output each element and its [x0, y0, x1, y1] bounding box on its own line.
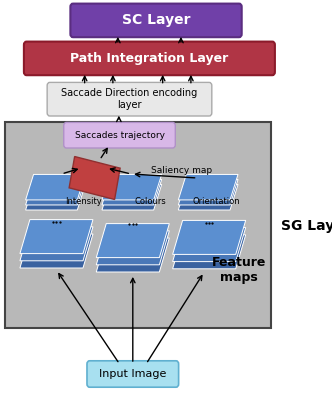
FancyBboxPatch shape: [24, 42, 275, 75]
Text: SC Layer: SC Layer: [122, 13, 190, 27]
Text: SG Layer: SG Layer: [281, 219, 332, 233]
Polygon shape: [178, 174, 238, 200]
FancyBboxPatch shape: [70, 4, 242, 37]
Polygon shape: [26, 180, 85, 205]
Text: Intensity: Intensity: [65, 197, 102, 206]
Polygon shape: [102, 184, 162, 210]
Polygon shape: [102, 180, 162, 205]
Text: Feature
maps: Feature maps: [212, 256, 266, 284]
Text: Colours: Colours: [134, 197, 166, 206]
Text: Saccade Direction encoding
layer: Saccade Direction encoding layer: [61, 88, 198, 110]
Polygon shape: [26, 184, 85, 210]
Polygon shape: [173, 228, 246, 262]
Polygon shape: [102, 174, 162, 200]
Bar: [5, 122, 271, 328]
Polygon shape: [173, 220, 246, 254]
Polygon shape: [20, 220, 93, 254]
Polygon shape: [96, 224, 169, 258]
Text: Saccades trajectory: Saccades trajectory: [74, 131, 165, 140]
Text: Saliency map: Saliency map: [151, 166, 212, 174]
Text: Orientation: Orientation: [193, 197, 240, 206]
Text: Path Integration Layer: Path Integration Layer: [70, 52, 228, 65]
Text: Input Image: Input Image: [99, 369, 166, 379]
Polygon shape: [26, 174, 85, 200]
Polygon shape: [20, 227, 93, 261]
FancyBboxPatch shape: [87, 361, 179, 387]
Polygon shape: [96, 231, 169, 265]
Polygon shape: [96, 238, 169, 272]
FancyBboxPatch shape: [64, 122, 175, 148]
Polygon shape: [178, 184, 238, 210]
Polygon shape: [20, 234, 93, 268]
Polygon shape: [173, 235, 246, 269]
Polygon shape: [69, 156, 120, 200]
FancyBboxPatch shape: [47, 82, 212, 116]
Polygon shape: [178, 180, 238, 205]
